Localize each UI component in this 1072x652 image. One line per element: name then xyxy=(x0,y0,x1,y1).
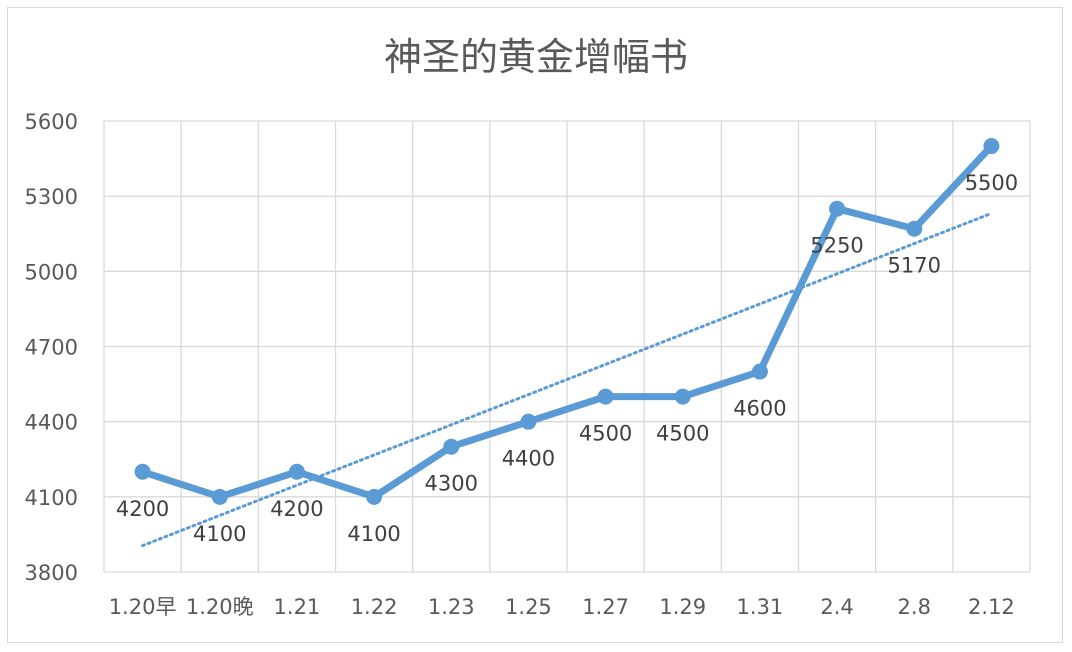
data-point xyxy=(597,388,614,405)
trendline xyxy=(141,211,993,548)
y-tick-label: 4100 xyxy=(25,486,78,510)
grid-lines xyxy=(103,120,1031,573)
data-point xyxy=(520,413,537,430)
y-axis-tick-labels: 3800 4100 4400 4700 5000 5300 5600 xyxy=(25,110,78,585)
data-label: 5170 xyxy=(888,254,941,278)
data-point xyxy=(829,200,846,217)
x-tick-label: 2.12 xyxy=(968,595,1015,619)
data-label: 4300 xyxy=(425,472,478,496)
y-tick-label: 4400 xyxy=(25,411,78,435)
data-label: 4500 xyxy=(579,422,632,446)
data-label: 4100 xyxy=(347,522,400,546)
data-point xyxy=(674,388,691,405)
data-point xyxy=(134,463,151,480)
data-point xyxy=(288,463,305,480)
y-tick-label: 3800 xyxy=(25,561,78,585)
series-markers xyxy=(134,138,1000,505)
data-point xyxy=(211,488,228,505)
data-label: 4100 xyxy=(193,522,246,546)
y-tick-label: 5600 xyxy=(25,110,78,134)
x-axis-tick-labels: 1.20早 1.20晚 1.21 1.22 1.23 1.25 1.27 1.29 1.31 2.… xyxy=(109,595,1015,619)
x-tick-label: 1.22 xyxy=(351,595,398,619)
data-point xyxy=(443,438,460,455)
x-tick-label: 1.29 xyxy=(659,595,706,619)
x-tick-label: 1.27 xyxy=(582,595,629,619)
data-point xyxy=(906,220,923,237)
data-label: 4500 xyxy=(656,422,709,446)
data-label: 4200 xyxy=(116,497,169,521)
data-point xyxy=(983,138,1000,155)
trendline-line xyxy=(141,211,993,548)
x-tick-label: 1.20早 xyxy=(109,595,177,619)
data-labels: 4200 4100 4200 4100 4300 4400 4500 4500 4600 5250… xyxy=(116,171,1018,546)
x-tick-label: 1.25 xyxy=(505,595,552,619)
data-label: 4200 xyxy=(270,497,323,521)
series-line xyxy=(139,142,995,501)
x-tick-label: 1.21 xyxy=(274,595,321,619)
x-tick-label: 1.23 xyxy=(428,595,475,619)
chart-frame xyxy=(7,7,1063,643)
x-tick-label: 2.8 xyxy=(898,595,931,619)
data-label: 4600 xyxy=(733,397,786,421)
x-tick-label: 1.31 xyxy=(737,595,784,619)
x-tick-label: 2.4 xyxy=(820,595,853,619)
data-label: 4400 xyxy=(502,447,555,471)
x-tick-label: 1.20晚 xyxy=(186,595,254,619)
y-tick-label: 5300 xyxy=(25,185,78,209)
data-label: 5500 xyxy=(965,171,1018,195)
data-point xyxy=(751,363,768,380)
data-label: 5250 xyxy=(810,234,863,258)
data-point xyxy=(366,488,383,505)
y-tick-label: 4700 xyxy=(25,336,78,360)
chart-title: 神圣的黄金增幅书 xyxy=(384,35,688,79)
series-polyline xyxy=(139,142,995,501)
y-tick-label: 5000 xyxy=(25,260,78,284)
